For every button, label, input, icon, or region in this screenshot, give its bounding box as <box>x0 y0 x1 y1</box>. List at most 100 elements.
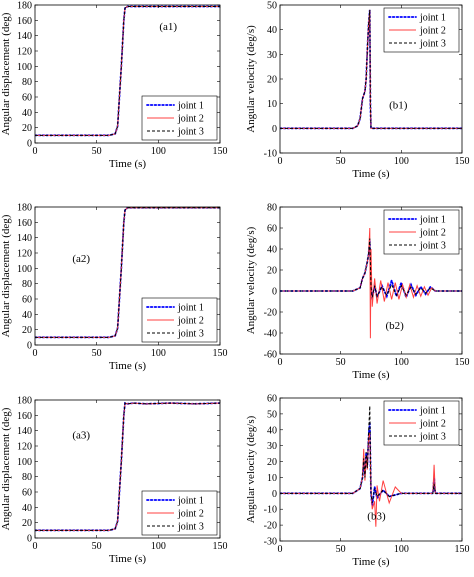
y-tick-label: 100 <box>17 62 32 73</box>
x-axis-label: Time (s) <box>352 369 390 381</box>
y-tick-label: 180 <box>17 396 32 407</box>
y-tick-label: -40 <box>264 329 277 340</box>
legend-entry: joint 1 <box>177 496 204 507</box>
y-tick-label: 20 <box>267 266 277 277</box>
y-axis-label: Angular displacement (deg) <box>0 214 12 337</box>
y-tick-label: 20 <box>267 75 277 86</box>
x-tick-label: 150 <box>455 156 470 167</box>
x-tick-label: 0 <box>33 541 38 552</box>
legend-entry: joint 1 <box>177 101 204 112</box>
x-tick-label: 150 <box>455 357 470 368</box>
y-tick-label: 50 <box>267 1 277 12</box>
y-tick-label: 160 <box>17 218 32 229</box>
y-axis-label: Angular velocity (deg/s) <box>245 25 257 133</box>
legend: joint 1 joint 2 joint 3 <box>383 7 460 53</box>
y-tick-label: 80 <box>267 203 277 214</box>
y-tick-label: -10 <box>264 505 277 516</box>
x-tick-label: 100 <box>394 357 409 368</box>
legend: joint 1 joint 2 joint 3 <box>141 297 218 343</box>
y-tick-label: 20 <box>22 123 32 134</box>
axes-frame <box>279 206 463 355</box>
y-tick-label: 60 <box>22 93 32 104</box>
legend: joint 1 joint 2 joint 3 <box>383 400 460 446</box>
y-tick-label: 20 <box>22 325 32 336</box>
y-tick-label: 0 <box>27 139 32 150</box>
y-tick-label: 20 <box>267 457 277 468</box>
legend: joint 1 joint 2 joint 3 <box>383 209 460 255</box>
y-tick-label: 40 <box>22 310 32 321</box>
legend-entry: joint 3 <box>177 329 204 340</box>
x-tick-label: 50 <box>336 156 346 167</box>
x-tick-label: 50 <box>336 357 346 368</box>
y-tick-label: 180 <box>17 203 32 214</box>
series-line-3 <box>35 207 220 338</box>
panel-label: (a2) <box>72 253 90 265</box>
legend-entry: joint 2 <box>419 228 446 239</box>
y-tick-label: 40 <box>267 425 277 436</box>
legend-entry: joint 3 <box>419 241 446 252</box>
y-tick-label: 80 <box>22 472 32 483</box>
x-axis-label: Time (s) <box>109 360 147 372</box>
panel-label: (b3) <box>367 511 386 523</box>
series-line-3 <box>280 405 462 503</box>
chart-b3: 0 50 100 150 -30 -20 -10 0 10 20 30 40 50 60 Time (s) A… <box>245 394 470 569</box>
y-tick-label: 160 <box>17 411 32 422</box>
y-tick-label: 140 <box>17 426 32 437</box>
y-tick-label: 0 <box>272 489 277 500</box>
chart-a2: 0 50 100 150 0 20 40 60 80 100 120 140 160 180 Time (s… <box>0 203 228 373</box>
y-tick-label: -60 <box>264 350 277 361</box>
x-tick-label: 100 <box>151 146 166 157</box>
legend: joint 1 joint 2 joint 3 <box>141 490 218 536</box>
chart-b2: 0 50 100 150 -60 -40 -20 0 20 40 60 80 Time (s) Angul… <box>245 203 470 382</box>
x-tick-label: 50 <box>92 146 102 157</box>
axes-frame <box>279 397 463 542</box>
x-tick-label: 0 <box>33 146 38 157</box>
y-tick-label: 10 <box>267 473 277 484</box>
y-tick-label: 0 <box>272 124 277 135</box>
axes-frame <box>34 4 221 144</box>
y-axis-label: Angular displacement (deg) <box>0 12 12 135</box>
series-line-3 <box>35 6 220 136</box>
y-tick-label: 100 <box>17 457 32 468</box>
y-tick-label: 40 <box>267 25 277 36</box>
panel-label: (a1) <box>159 21 177 33</box>
y-tick-label: 80 <box>22 279 32 290</box>
x-tick-label: 100 <box>151 348 166 359</box>
legend-entry: joint 3 <box>419 39 446 50</box>
y-tick-label: 140 <box>17 233 32 244</box>
chart-a3: 0 50 100 150 0 20 40 60 80 100 120 140 160 180 Time (s… <box>0 396 228 566</box>
legend-entry: joint 2 <box>419 26 446 37</box>
y-tick-label: 120 <box>17 47 32 58</box>
legend-entry: joint 1 <box>419 215 446 226</box>
x-axis-label: Time (s) <box>109 158 147 170</box>
x-tick-label: 50 <box>92 541 102 552</box>
panel-label: (b1) <box>389 100 408 112</box>
y-tick-label: 120 <box>17 442 32 453</box>
y-tick-label: 30 <box>267 441 277 452</box>
chart-a1: 0 50 100 150 0 20 40 60 80 100 120 140 160 180 Time (s… <box>0 1 228 171</box>
x-tick-label: 150 <box>455 544 470 555</box>
y-axis-label: Angular velocity (deg/s) <box>245 226 257 334</box>
y-tick-label: 0 <box>27 534 32 545</box>
legend-entry: joint 1 <box>177 303 204 314</box>
y-tick-label: 60 <box>22 488 32 499</box>
legend-entry: joint 1 <box>419 13 446 24</box>
x-tick-label: 150 <box>213 541 228 552</box>
y-tick-label: 40 <box>267 245 277 256</box>
x-tick-label: 0 <box>33 348 38 359</box>
legend-entry: joint 2 <box>177 509 204 520</box>
legend-entry: joint 2 <box>419 419 446 430</box>
y-tick-label: 60 <box>267 224 277 235</box>
legend-entry: joint 3 <box>177 127 204 138</box>
x-tick-label: 100 <box>151 541 166 552</box>
x-tick-label: 150 <box>213 146 228 157</box>
y-tick-label: 40 <box>22 503 32 514</box>
panel-label: (a3) <box>72 430 90 442</box>
series-line-3 <box>280 9 462 129</box>
y-tick-label: 20 <box>22 518 32 529</box>
y-tick-label: 120 <box>17 249 32 260</box>
y-tick-label: 40 <box>22 108 32 119</box>
axes-frame <box>34 399 221 539</box>
